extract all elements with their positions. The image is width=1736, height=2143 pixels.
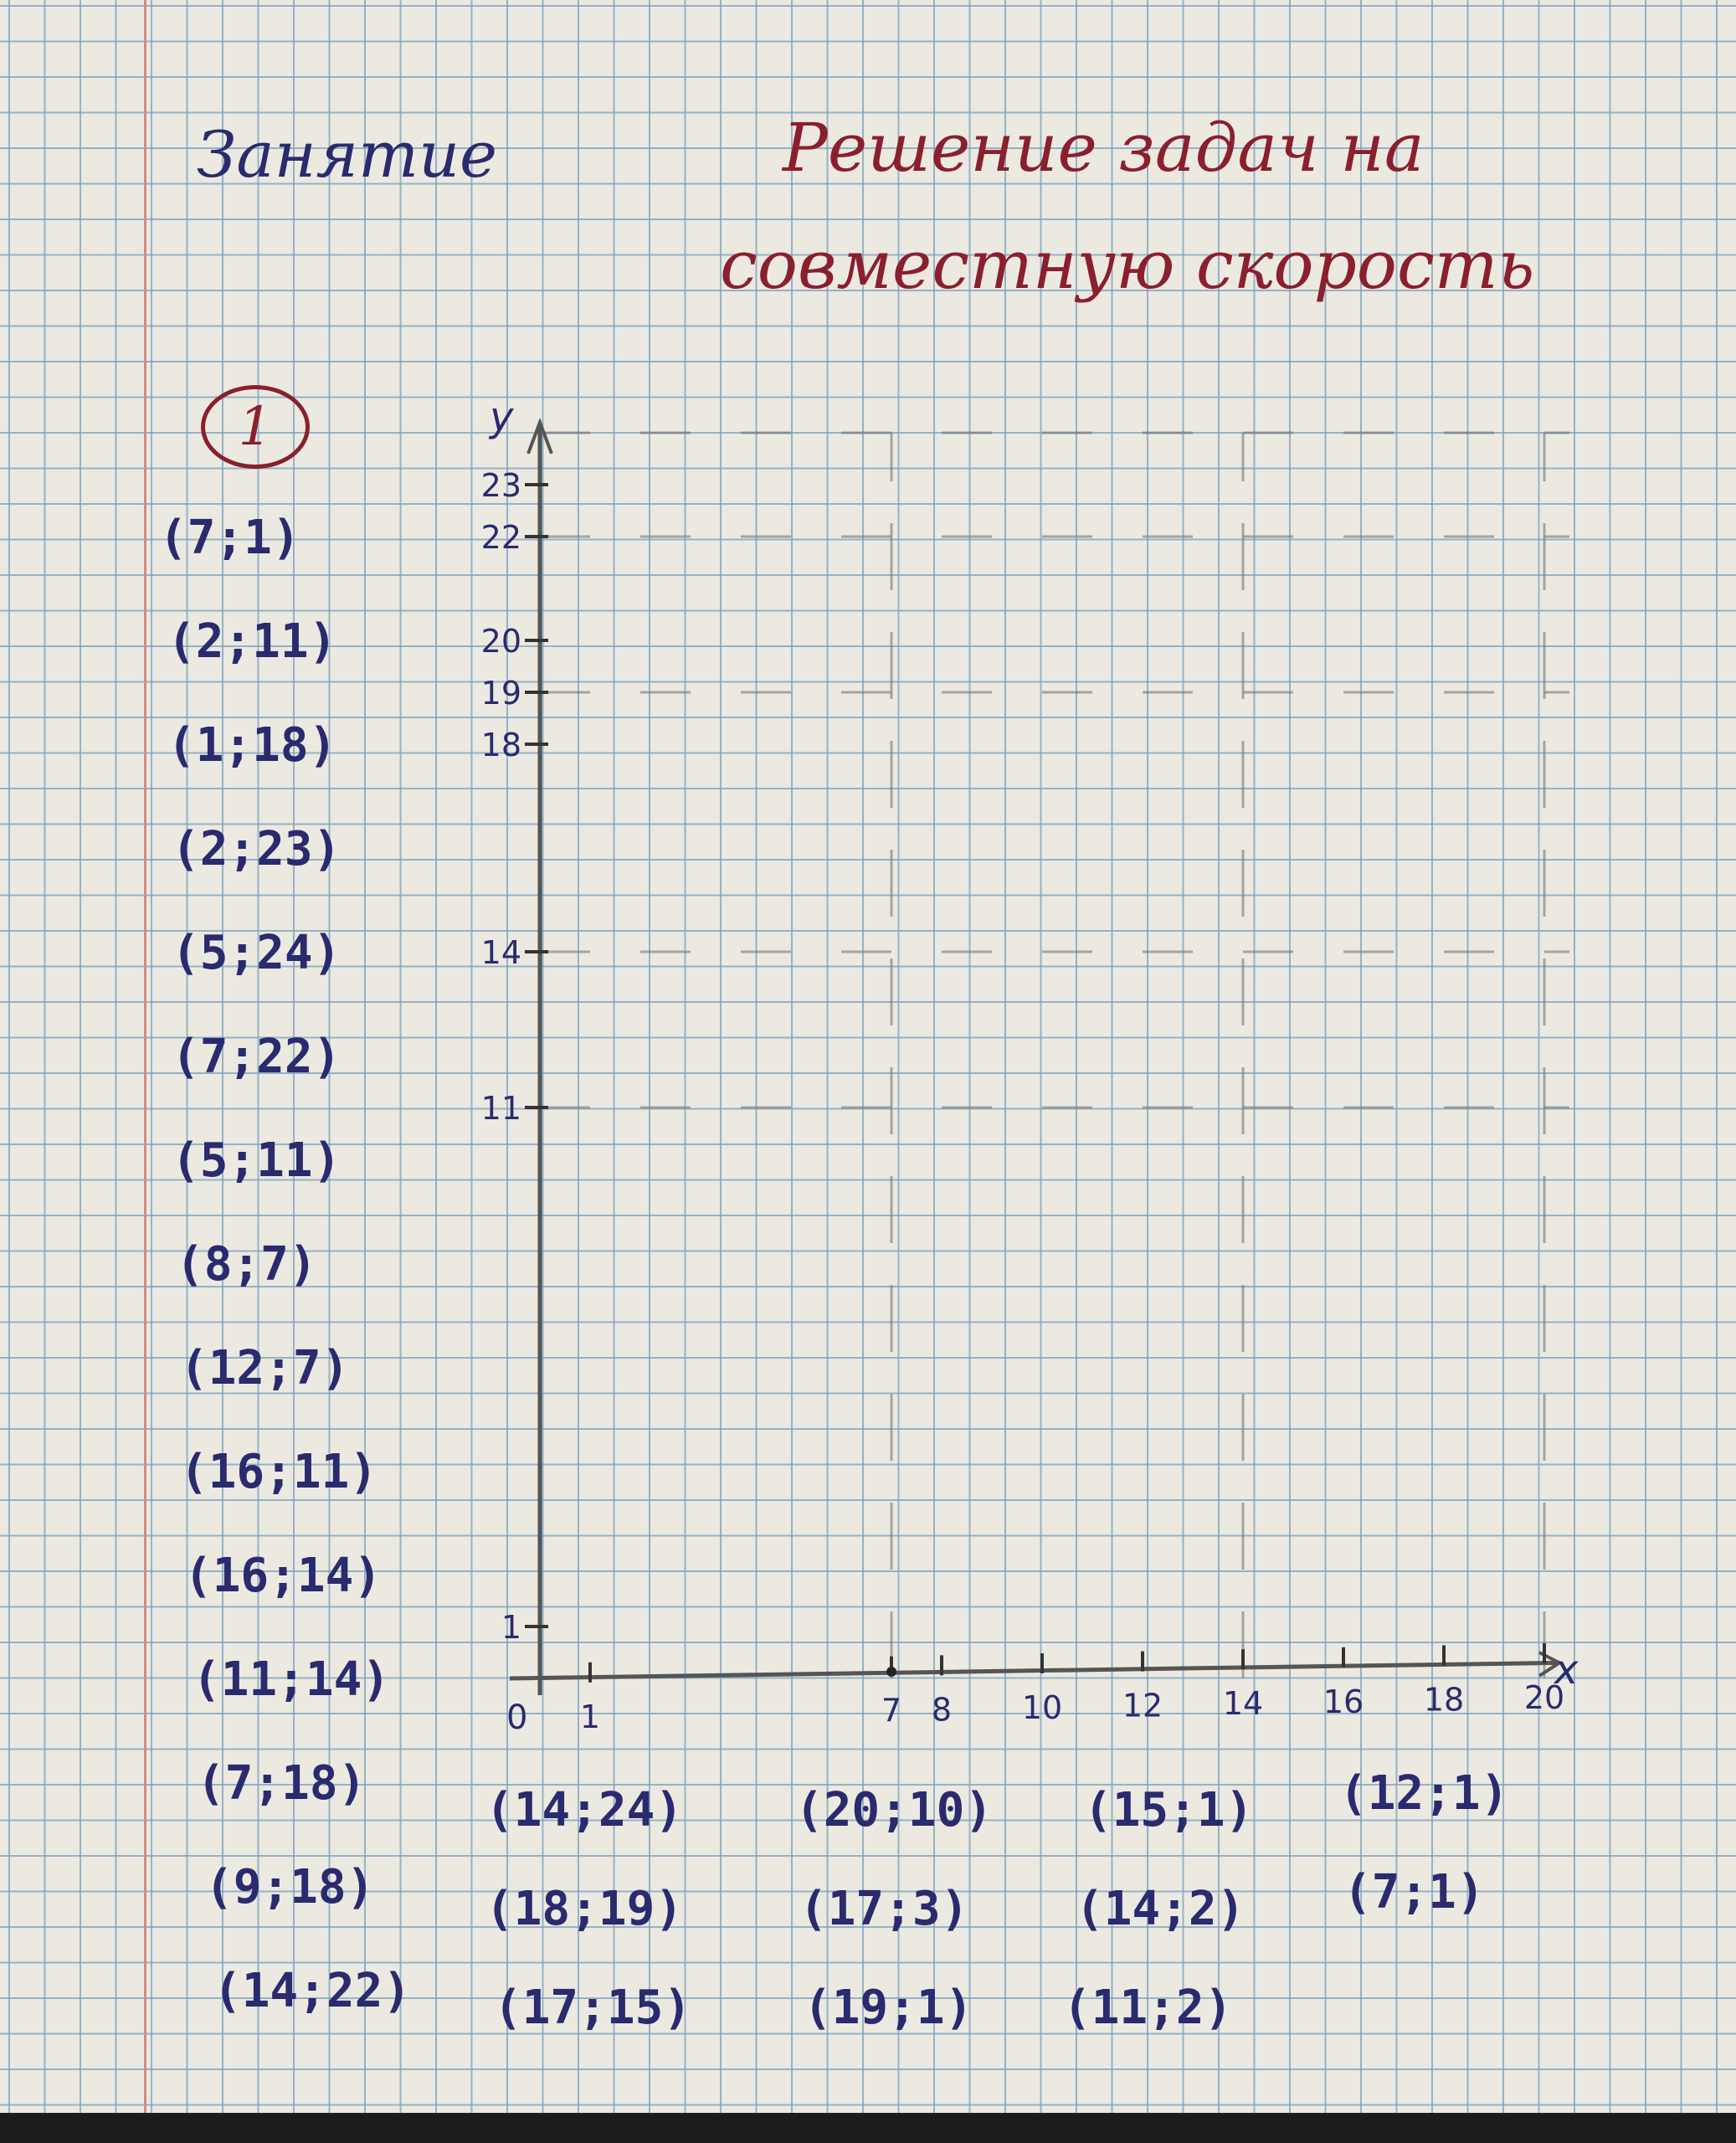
coordinate-point-item: (14;2) — [1076, 1882, 1246, 1936]
y-axis-arrow-icon — [526, 417, 553, 455]
x-tick-label: 8 — [932, 1691, 952, 1728]
coordinate-point-item: (11;2) — [1063, 1981, 1233, 2035]
x-axis-label: x — [1553, 1647, 1579, 1693]
y-tick-label: 19 — [481, 675, 521, 712]
coordinate-point-item: (5;24) — [172, 926, 342, 980]
title-line-1: Решение задач на — [783, 109, 1425, 187]
y-tick-label: 11 — [481, 1090, 521, 1127]
task-number-circle: 1 — [201, 385, 310, 469]
coordinate-point-item: (12;1) — [1339, 1766, 1509, 1821]
y-tick-label: 23 — [481, 467, 521, 504]
x-tick-label: 7 — [881, 1693, 901, 1729]
notebook-margin-line — [144, 0, 146, 2143]
origin-label: 0 — [506, 1698, 527, 1737]
coordinate-point-item: (14;24) — [485, 1783, 684, 1837]
coordinate-point-item: (17;3) — [799, 1882, 969, 1936]
coordinate-point-item: (17;15) — [494, 1981, 692, 2035]
coordinate-point-item: (2;23) — [172, 822, 342, 876]
coordinate-point-item: (7;18) — [197, 1756, 367, 1811]
coordinate-point-item: (14;22) — [213, 1964, 412, 2018]
coordinate-point-item: (7;22) — [172, 1030, 342, 1084]
coordinate-point-item: (7;1) — [1343, 1865, 1485, 1919]
coordinate-point-item: (8;7) — [176, 1237, 317, 1292]
point-marker — [886, 1667, 896, 1677]
x-tick-label: 18 — [1424, 1681, 1464, 1718]
y-tick-label: 20 — [481, 623, 521, 660]
y-tick-label: 14 — [481, 934, 521, 971]
coordinate-point-item: (2;11) — [167, 614, 337, 669]
coordinate-point-item: (7;1) — [159, 511, 300, 565]
coordinate-point-item: (20;10) — [795, 1783, 994, 1837]
y-tick-label: 18 — [481, 727, 521, 763]
coordinate-point-item: (1;18) — [167, 718, 337, 773]
coordinate-point-item: (19;1) — [804, 1981, 973, 2035]
coordinate-point-item: (16;11) — [180, 1445, 378, 1499]
table-edge — [0, 2113, 1736, 2143]
x-tick-label: 1 — [580, 1698, 600, 1735]
coordinate-point-item: (15;1) — [1084, 1783, 1254, 1837]
coordinate-point-item: (12;7) — [180, 1341, 350, 1395]
y-axis-label: y — [488, 394, 514, 441]
title-line-2: совместную скорость — [720, 226, 1535, 304]
x-tick-label: 10 — [1022, 1689, 1062, 1726]
coordinate-point-item: (9;18) — [205, 1860, 375, 1914]
y-tick-label: 1 — [501, 1609, 521, 1646]
x-tick-label: 20 — [1524, 1679, 1564, 1716]
lesson-label: Занятие — [197, 117, 498, 192]
coordinate-point-item: (16;14) — [184, 1549, 383, 1603]
x-axis — [509, 1660, 1560, 1681]
y-tick-label: 22 — [481, 519, 521, 556]
x-tick-label: 16 — [1323, 1683, 1364, 1720]
coordinate-point-item: (11;14) — [193, 1652, 391, 1707]
x-tick-label: 14 — [1223, 1685, 1263, 1722]
coordinate-point-item: (5;11) — [172, 1133, 342, 1188]
x-tick-label: 12 — [1122, 1688, 1163, 1724]
coordinate-point-item: (18;19) — [485, 1882, 684, 1936]
